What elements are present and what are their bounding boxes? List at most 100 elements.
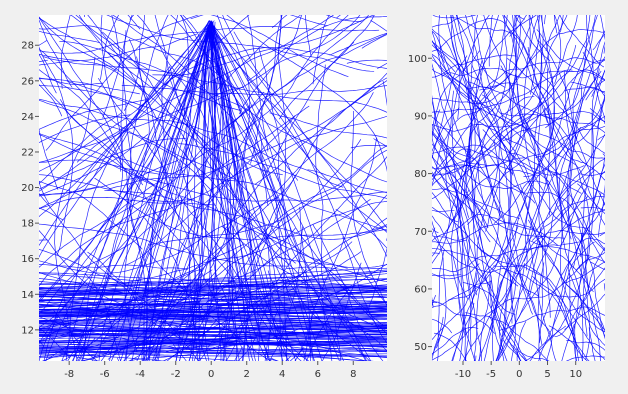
- trajectory-line: [482, 129, 605, 196]
- trajectory-line: [165, 325, 387, 352]
- trajectory-line: [212, 21, 240, 361]
- trajectory-line: [110, 155, 387, 232]
- trajectory-line: [263, 169, 372, 361]
- trajectory-line: [210, 15, 349, 78]
- trajectory-line: [161, 15, 179, 189]
- trajectory-line: [39, 16, 143, 186]
- trajectory-line: [570, 126, 601, 361]
- trajectory-line: [468, 15, 500, 259]
- trajectory-line: [84, 272, 121, 361]
- y-tick-label: 16: [21, 254, 34, 265]
- trajectory-line: [209, 20, 387, 229]
- trajectory-line: [214, 15, 361, 102]
- trajectory-line: [432, 254, 501, 341]
- y-tick-label: 70: [414, 227, 427, 238]
- trajectory-line: [110, 105, 310, 361]
- trajectory-line: [39, 85, 283, 176]
- trajectory-line: [39, 104, 251, 315]
- trajectory-line: [285, 355, 292, 361]
- trajectory-line: [39, 269, 387, 290]
- trajectory-line: [87, 15, 384, 326]
- trajectory-line: [39, 91, 265, 268]
- trajectory-line: [182, 15, 217, 85]
- trajectory-line: [39, 159, 161, 175]
- trajectory-line: [432, 206, 459, 223]
- trajectory-line: [39, 33, 198, 66]
- trajectory-line: [100, 15, 122, 172]
- trajectory-line: [225, 199, 371, 361]
- trajectory-line: [307, 169, 387, 194]
- trajectory-line: [527, 46, 605, 333]
- trajectory-line: [144, 217, 207, 361]
- x-tick-label: -2: [171, 369, 181, 380]
- trajectory-line: [559, 15, 605, 68]
- trajectory-line: [432, 188, 565, 239]
- trajectory-line: [213, 251, 362, 361]
- y-tick-label: 50: [414, 342, 427, 353]
- trajectory-line: [325, 15, 362, 23]
- trajectory-line: [460, 15, 568, 181]
- trajectory-line: [464, 15, 492, 116]
- trajectory-line: [162, 288, 245, 361]
- trajectory-line: [39, 48, 288, 348]
- trajectory-line: [123, 277, 196, 361]
- trajectory-line: [599, 170, 605, 177]
- trajectory-line: [39, 16, 117, 72]
- trajectory-line: [490, 15, 555, 330]
- trajectory-line: [222, 15, 251, 198]
- trajectory-line: [580, 69, 605, 257]
- x-tick-label: -10: [455, 369, 471, 380]
- trajectory-line: [175, 26, 213, 361]
- trajectory-line: [78, 337, 96, 361]
- trajectory-line: [432, 40, 456, 73]
- trajectory-line: [537, 15, 544, 343]
- y-tick-label: 26: [21, 76, 34, 87]
- trajectory-line: [221, 225, 387, 332]
- trajectory-line: [39, 137, 187, 190]
- trajectory-line: [554, 267, 605, 338]
- trajectory-line: [39, 40, 47, 46]
- trajectory-line: [239, 15, 303, 115]
- trajectory-line: [491, 237, 605, 308]
- trajectory-line: [254, 77, 387, 185]
- trajectory-line: [98, 78, 310, 361]
- trajectory-line: [528, 15, 531, 49]
- trajectory-line: [495, 194, 570, 361]
- trajectory-line: [548, 325, 588, 361]
- trajectory-line: [445, 164, 605, 264]
- left-x-axis: -8 -6 -4 -2 0 2 4 6 8: [64, 361, 356, 380]
- trajectory-line: [432, 69, 573, 113]
- trajectory-line: [210, 15, 283, 269]
- trajectory-line: [432, 316, 444, 361]
- trajectory-line: [508, 15, 534, 315]
- trajectory-line: [432, 189, 470, 257]
- trajectory-line: [39, 351, 387, 357]
- left-y-axis: 12 14 16 18 20 22 24 26 28: [21, 41, 39, 336]
- trajectory-line: [432, 44, 461, 72]
- trajectory-line: [432, 274, 462, 277]
- trajectory-line: [39, 114, 131, 144]
- trajectory-line: [596, 15, 605, 128]
- trajectory-line: [258, 47, 312, 361]
- left-trajectories: [39, 15, 387, 361]
- x-tick-label: 0: [516, 369, 522, 380]
- trajectory-line: [65, 66, 170, 361]
- trajectory-line: [39, 291, 387, 330]
- trajectory-line: [39, 272, 387, 290]
- trajectory-line: [432, 18, 548, 123]
- trajectory-line: [305, 15, 312, 57]
- trajectory-line: [43, 243, 245, 361]
- trajectory-line: [39, 348, 387, 353]
- trajectory-line: [547, 167, 605, 340]
- y-tick-label: 60: [414, 284, 427, 295]
- trajectory-line: [432, 63, 453, 137]
- trajectory-line: [89, 200, 387, 289]
- trajectory-line: [544, 15, 546, 25]
- trajectory-line: [39, 278, 387, 298]
- trajectory-line: [432, 297, 434, 308]
- trajectory-line: [39, 330, 387, 336]
- trajectory-line: [342, 236, 387, 344]
- trajectory-line: [582, 51, 605, 98]
- trajectory-line: [39, 315, 116, 330]
- y-tick-label: 80: [414, 169, 427, 180]
